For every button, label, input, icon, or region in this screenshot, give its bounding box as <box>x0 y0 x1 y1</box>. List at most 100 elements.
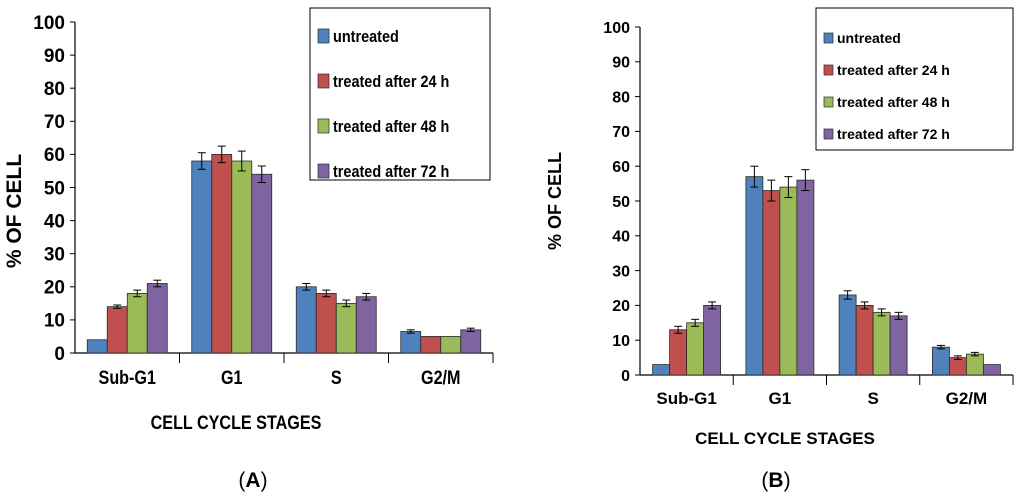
y-tick-label: 30 <box>612 263 630 280</box>
bar-untreated-SubG1 <box>652 364 671 376</box>
y-tick-label: 80 <box>44 79 65 100</box>
legend-entry-group: untreated <box>837 30 901 46</box>
bar-treated-after-48-h-S <box>335 302 357 354</box>
y-tick-label: 0 <box>54 344 65 365</box>
legend-swatch <box>317 163 330 179</box>
x-tick-label: S <box>867 389 878 408</box>
y-tick-label: 40 <box>612 229 630 246</box>
y-tick-label: 40 <box>44 211 65 232</box>
y-tick-label: 10 <box>612 333 630 350</box>
x-tick-label: G2/M <box>946 389 988 408</box>
legend-swatch <box>823 64 834 76</box>
legend-entry-group: treated after 24 h <box>837 62 950 78</box>
legend-entry: treated after 72 h <box>333 163 449 181</box>
legend: untreated treated after 24 h treated after… <box>309 7 491 181</box>
x-tick-label-group: G1 <box>221 367 243 389</box>
legend-swatch <box>317 118 330 134</box>
legend-entry: untreated <box>837 30 901 46</box>
bar-treated-after-24-h-G1 <box>211 153 233 354</box>
x-axis-title-group: CELL CYCLE STAGES <box>151 412 322 434</box>
bar-treated-after-72-h-SubG1 <box>146 283 168 354</box>
legend-entry-group: treated after 48 h <box>333 118 449 136</box>
panel-label-letter: B <box>768 469 783 492</box>
y-tick-label: 90 <box>612 55 630 72</box>
legend-swatch <box>823 96 834 108</box>
bar-untreated-S <box>838 294 857 376</box>
x-tick-label-group: S <box>331 367 342 389</box>
y-tick-label: 50 <box>44 178 65 199</box>
y-tick-label: 30 <box>44 245 65 266</box>
y-tick-label: 10 <box>44 311 65 332</box>
y-tick-label: 70 <box>612 124 630 141</box>
legend-entry-group: treated after 24 h <box>333 73 449 91</box>
legend-box <box>309 7 491 181</box>
bar-treated-after-48-h-G1 <box>231 160 253 354</box>
bar-treated-after-48-h-SubG1 <box>126 293 148 354</box>
y-tick-label: 20 <box>612 298 630 315</box>
panel-label-open-paren: ( <box>761 469 768 492</box>
x-tick-label-group: Sub-G1 <box>99 367 157 389</box>
bar-treated-after-72-h-G2M <box>982 364 1001 376</box>
bar-untreated-G2M <box>931 346 950 376</box>
bar-untreated-G1 <box>745 176 764 376</box>
x-tick-label-group: G1 <box>769 389 792 408</box>
legend-entry: treated after 24 h <box>333 73 449 91</box>
legend-entry-group: treated after 48 h <box>837 94 950 110</box>
bar-treated-after-24-h-G2M <box>948 357 967 376</box>
x-tick-label: Sub-G1 <box>656 389 716 408</box>
y-tick-label: 80 <box>612 89 630 106</box>
y-axis-title: % OF CELL <box>3 154 26 269</box>
x-tick-label: G2/M <box>421 367 460 389</box>
y-axis-title: % OF CELL <box>545 152 565 250</box>
legend-swatch <box>317 73 330 89</box>
bar-treated-after-24-h-S <box>315 293 337 354</box>
legend-swatch <box>823 128 834 140</box>
legend-entry: treated after 48 h <box>333 118 449 136</box>
panel-label-close-paren: ) <box>784 469 791 492</box>
x-tick-label: S <box>331 367 342 389</box>
y-tick-label: 60 <box>44 145 65 166</box>
legend-entry: treated after 24 h <box>837 62 950 78</box>
legend-swatch <box>317 28 330 44</box>
legend-entry: treated after 72 h <box>837 126 950 142</box>
bar-treated-after-72-h-S <box>355 296 377 354</box>
x-tick-label: G1 <box>221 367 243 389</box>
x-tick-label-group: Sub-G1 <box>656 389 716 408</box>
legend: untreated treated after 24 h treated after… <box>815 7 1014 151</box>
bar-treated-after-24-h-SubG1 <box>106 306 128 354</box>
y-tick-label: 20 <box>44 278 65 299</box>
legend-entry-group: untreated <box>333 28 399 46</box>
bar-untreated-G2M <box>400 331 422 354</box>
bar-treated-after-48-h-G2M <box>440 336 462 354</box>
x-axis-title: CELL CYCLE STAGES <box>695 429 875 448</box>
bar-treated-after-24-h-G1 <box>762 190 781 376</box>
x-tick-label-group: S <box>867 389 878 408</box>
bar-treated-after-48-h-G1 <box>779 186 798 376</box>
bar-treated-after-72-h-G1 <box>251 173 273 354</box>
x-axis-title: CELL CYCLE STAGES <box>151 412 322 434</box>
bar-treated-after-48-h-SubG1 <box>686 322 705 376</box>
x-tick-label-group: G2/M <box>421 367 460 389</box>
legend-entry: untreated <box>333 28 399 46</box>
panel-label: (B) <box>761 469 790 492</box>
legend-entry-group: treated after 72 h <box>837 126 950 142</box>
legend-swatch <box>823 32 834 44</box>
bar-treated-after-48-h-S <box>872 311 891 376</box>
y-tick-label: 60 <box>612 159 630 176</box>
chart-panel-a: 0 10 20 30 40 50 60 70 80 90 100 Sub-G1 G1 S G2/M CELL … <box>3 7 494 492</box>
chart-panel-b: 0 10 20 30 40 50 60 70 80 90 100 Sub-G1 G1 S G2/M CELL … <box>545 7 1014 492</box>
bar-untreated-S <box>295 286 317 354</box>
bar-treated-after-48-h-G2M <box>965 353 984 376</box>
bar-untreated-G1 <box>191 160 213 354</box>
legend-box <box>815 7 1014 151</box>
bar-treated-after-72-h-G1 <box>796 179 815 376</box>
x-tick-label-group: G2/M <box>946 389 988 408</box>
bar-treated-after-24-h-G2M <box>420 336 442 354</box>
y-tick-label: 0 <box>621 368 630 385</box>
panel-label-close-paren: ) <box>261 469 268 492</box>
panel-label: (A) <box>238 469 267 492</box>
panel-label-letter: A <box>245 469 260 492</box>
bar-treated-after-24-h-S <box>855 304 874 376</box>
y-tick-label: 50 <box>612 194 630 211</box>
